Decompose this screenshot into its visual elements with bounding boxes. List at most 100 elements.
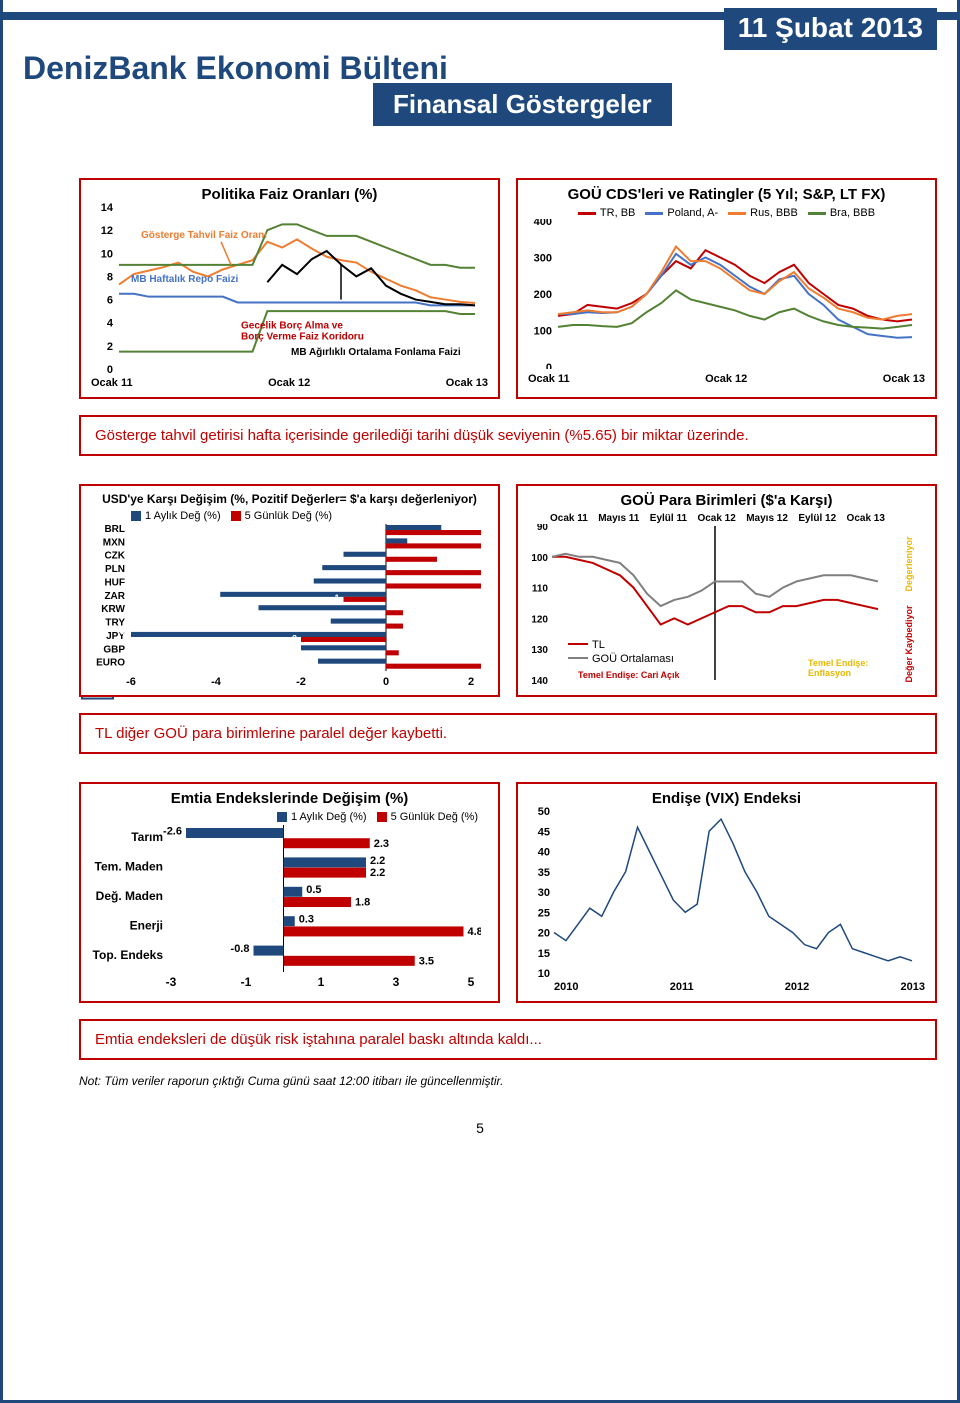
svg-text:4: 4	[107, 318, 114, 330]
svg-text:40: 40	[538, 847, 550, 859]
section-bonds: Tahvil Piyasaları Politika Faiz Oranları…	[23, 178, 937, 456]
svg-text:-1.7: -1.7	[294, 574, 310, 584]
svg-text:HUF: HUF	[104, 577, 125, 588]
svg-text:Değer Kaybediyor: Değer Kaybediyor	[904, 605, 914, 683]
svg-text:2.2: 2.2	[370, 855, 385, 867]
chart-svg: Tarım-2.62.3Tem. Maden2.22.2Değ. Maden0.…	[91, 823, 481, 988]
svg-text:5: 5	[468, 975, 475, 988]
x-axis: 2010201120122013	[554, 981, 925, 993]
svg-text:100: 100	[531, 553, 548, 564]
svg-text:130: 130	[531, 645, 548, 656]
svg-text:2: 2	[468, 676, 474, 687]
x-axis: Ocak 11Ocak 12Ocak 13	[91, 377, 488, 389]
svg-text:20: 20	[538, 928, 550, 940]
svg-text:Gösterge Tahvil Faiz Oranı: Gösterge Tahvil Faiz Oranı	[141, 230, 267, 241]
svg-text:MB Haftalık Repo Faizi: MB Haftalık Repo Faizi	[131, 274, 238, 285]
svg-text:3: 3	[393, 975, 400, 988]
svg-text:-6: -6	[119, 628, 127, 638]
svg-text:200: 200	[534, 289, 552, 301]
svg-text:10: 10	[538, 968, 550, 977]
section-fx: Döviz Piyasaları USD'ye Karşı Değişim (%…	[23, 484, 937, 754]
svg-text:PLN: PLN	[105, 564, 125, 575]
chart-title: GOÜ CDS'leri ve Ratingler (5 Yıl; S&P, L…	[528, 186, 925, 203]
svg-text:14: 14	[101, 203, 114, 214]
svg-text:Temel Endişe: Cari Açık: Temel Endişe: Cari Açık	[578, 670, 681, 680]
chart-title: GOÜ Para Birimleri ($'a Karşı)	[528, 492, 925, 509]
svg-text:-0.8: -0.8	[231, 943, 250, 955]
svg-text:-1.6: -1.6	[298, 654, 314, 664]
x-axis: Ocak 11Ocak 12Ocak 13	[528, 373, 925, 385]
svg-text:90: 90	[537, 524, 549, 533]
svg-text:2.2: 2.2	[370, 867, 385, 879]
svg-text:6: 6	[107, 295, 113, 307]
section-comment: Emtia endeksleri de düşük risk iştahına …	[79, 1019, 937, 1060]
chart-cds: GOÜ CDS'leri ve Ratingler (5 Yıl; S&P, L…	[516, 178, 937, 399]
svg-text:TL: TL	[592, 639, 605, 651]
svg-text:1.2: 1.2	[441, 553, 454, 563]
svg-text:35: 35	[538, 867, 550, 879]
svg-text:50: 50	[538, 807, 550, 818]
svg-text:2: 2	[107, 341, 113, 353]
svg-text:300: 300	[534, 253, 552, 265]
section-comment: TL diğer GOÜ para birimlerine paralel de…	[79, 713, 937, 754]
svg-text:15: 15	[538, 948, 550, 960]
svg-text:Gecelik Borç Alma ve: Gecelik Borç Alma ve	[241, 321, 343, 332]
svg-text:3.5: 3.5	[419, 955, 434, 967]
chart-title: USD'ye Karşı Değişim (%, Pozitif Değerle…	[91, 492, 488, 506]
header: DenizBank Ekonomi Bülteni Finansal Göste…	[23, 50, 937, 150]
svg-text:30: 30	[538, 887, 550, 899]
svg-text:Borç Verme Faiz Koridoru: Borç Verme Faiz Koridoru	[241, 332, 364, 343]
svg-text:0: 0	[383, 676, 389, 687]
legend: 1 Aylık Değ (%)5 Günlük Değ (%)	[131, 510, 488, 522]
chart-commodity-bar: Emtia Endekslerinde Değişim (%) 1 Aylık …	[79, 782, 500, 1003]
svg-text:-6: -6	[126, 676, 136, 687]
chart-svg: 0100200300400	[528, 219, 918, 369]
x-axis-top: Ocak 11Mayıs 11Eylül 11Ocak 12Mayıs 12Ey…	[550, 513, 885, 524]
chart-svg: BRL1.33.1MXN0.53.9CZK-11.2PLN-1.52.3HUF-…	[91, 522, 481, 687]
svg-text:CZK: CZK	[104, 551, 125, 562]
report-subtitle: Finansal Göstergeler	[373, 83, 672, 126]
svg-text:0.3: 0.3	[403, 647, 416, 657]
svg-text:0.4: 0.4	[407, 607, 420, 617]
chart-svg: 02468101214Gösterge Tahvil Faiz OranıMB …	[91, 203, 481, 373]
svg-text:100: 100	[534, 326, 552, 338]
chart-title: Politika Faiz Oranları (%)	[91, 186, 488, 203]
section-commodity: Emtia Piyasaları Emtia Endekslerinde Değ…	[23, 782, 937, 1060]
svg-text:MXN: MXN	[103, 537, 125, 548]
svg-text:-1: -1	[241, 975, 252, 988]
svg-text:0.5: 0.5	[306, 884, 321, 896]
svg-text:Değerleniyor: Değerleniyor	[904, 536, 914, 592]
chart-title: Emtia Endekslerinde Değişim (%)	[91, 790, 488, 807]
svg-text:0.4: 0.4	[407, 620, 420, 630]
svg-text:-1.3: -1.3	[311, 614, 327, 624]
chart-title: Endişe (VIX) Endeksi	[528, 790, 925, 807]
svg-text:GOÜ Ortalaması: GOÜ Ortalaması	[592, 653, 674, 665]
svg-text:ZAR: ZAR	[104, 591, 125, 602]
page-number: 5	[23, 1120, 937, 1136]
svg-text:Temel Endişe:: Temel Endişe:	[808, 658, 868, 668]
svg-text:-2: -2	[296, 676, 306, 687]
svg-text:-3.9: -3.9	[201, 588, 217, 598]
svg-text:45: 45	[538, 826, 550, 838]
svg-text:-2.6: -2.6	[163, 825, 182, 837]
svg-text:Enflasyon: Enflasyon	[808, 668, 851, 678]
svg-text:1: 1	[318, 975, 325, 988]
svg-text:1.3: 1.3	[445, 522, 458, 531]
svg-text:Top. Endeks: Top. Endeks	[93, 948, 164, 962]
svg-text:140: 140	[531, 676, 548, 684]
svg-text:400: 400	[534, 219, 552, 228]
report-date: 11 Şubat 2013	[724, 8, 937, 50]
svg-text:2.3: 2.3	[374, 838, 389, 850]
top-bar: 11 Şubat 2013	[3, 0, 957, 20]
svg-text:0: 0	[107, 364, 113, 373]
svg-text:25: 25	[538, 907, 550, 919]
chart-vix: Endişe (VIX) Endeksi 101520253035404550 …	[516, 782, 937, 1003]
legend: 1 Aylık Değ (%)5 Günlük Değ (%)	[91, 811, 478, 823]
svg-text:-1: -1	[331, 593, 339, 603]
svg-text:-2: -2	[289, 641, 297, 651]
svg-text:8: 8	[107, 271, 113, 283]
chart-fx-bar: USD'ye Karşı Değişim (%, Pozitif Değerle…	[79, 484, 500, 697]
svg-text:Tem. Maden: Tem. Maden	[95, 860, 163, 874]
svg-text:GBP: GBP	[103, 644, 125, 655]
chart-svg: 10 15 20 25 30 35 40 45 50	[528, 807, 918, 977]
